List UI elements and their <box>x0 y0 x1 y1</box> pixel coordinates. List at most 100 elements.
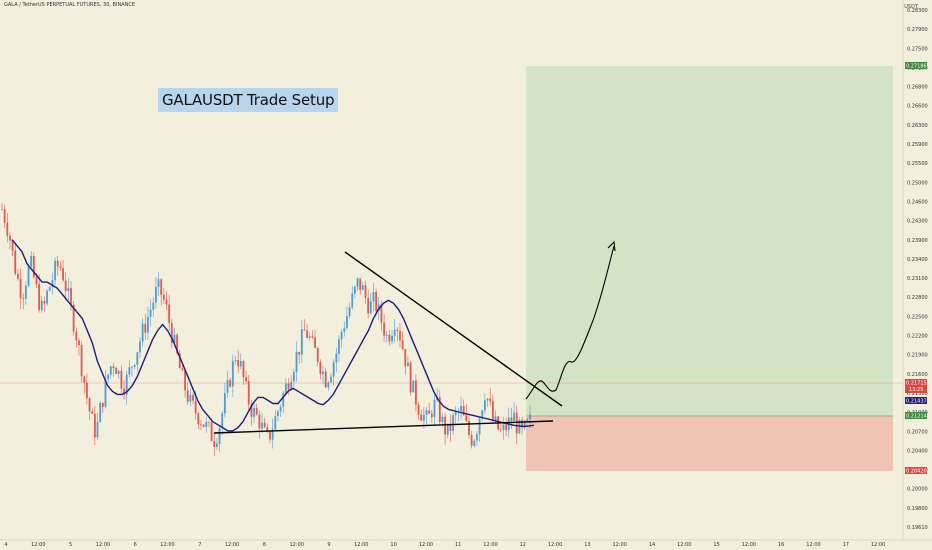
candle-body <box>324 371 327 388</box>
svg-text:0.27186: 0.27186 <box>906 64 927 70</box>
candle-body <box>468 420 470 436</box>
moving-average-badge: 0.21437 <box>905 397 927 405</box>
price-tick-label: 0.23900 <box>907 238 928 244</box>
candle-body <box>314 337 316 348</box>
time-tick-label: 12:00 <box>160 542 174 548</box>
candle-body <box>112 366 115 369</box>
candle-body <box>367 298 370 314</box>
candle-body <box>200 424 202 425</box>
candle-body <box>141 323 144 342</box>
candle-body <box>491 401 494 421</box>
candle-body <box>11 240 14 251</box>
candle-body <box>40 300 43 311</box>
svg-text:0.21715: 0.21715 <box>906 381 927 387</box>
candle-body <box>247 381 250 405</box>
candle-body <box>6 222 9 236</box>
candle-body <box>170 322 173 343</box>
candle-body <box>125 374 128 395</box>
candle-body <box>385 334 388 336</box>
candle-body <box>168 304 171 323</box>
candle-body <box>452 414 454 432</box>
candle-body <box>499 429 502 431</box>
candle-body <box>449 423 452 432</box>
candle-body <box>131 366 133 368</box>
candle-body <box>295 351 298 373</box>
candle-body <box>303 329 306 331</box>
candle-body <box>226 380 229 394</box>
candle-body <box>396 329 399 331</box>
price-tick-label: 0.20000 <box>907 487 928 493</box>
time-tick-label: 12:00 <box>806 542 820 548</box>
time-tick-label: 12:00 <box>289 542 303 548</box>
candle-body <box>70 288 72 305</box>
svg-text:0.20420: 0.20420 <box>906 469 927 475</box>
candle-body <box>202 424 205 427</box>
time-tick-label: 8 <box>263 542 266 548</box>
candle-body <box>189 394 192 402</box>
candle-body <box>290 381 293 390</box>
profit-zone[interactable] <box>526 66 893 416</box>
candle-body <box>404 348 407 367</box>
candle-body <box>266 427 269 431</box>
candle-body <box>51 280 54 288</box>
candle-body <box>361 285 364 290</box>
candle-body <box>38 284 41 311</box>
price-tick-label: 0.26300 <box>907 123 928 129</box>
svg-text:0.21214: 0.21214 <box>906 414 927 420</box>
candle-body <box>383 322 385 336</box>
candle-body <box>446 423 449 435</box>
loss-zone[interactable] <box>526 416 893 471</box>
time-tick-label: 14 <box>649 542 655 548</box>
time-tick-label: 12:00 <box>483 542 497 548</box>
candle-body <box>311 336 314 338</box>
descending-trendline[interactable] <box>344 251 563 407</box>
candle-body <box>261 422 263 429</box>
candle-body <box>460 405 462 412</box>
candle-body <box>287 383 290 390</box>
time-tick-label: 10 <box>390 542 396 548</box>
candle-body <box>428 410 431 414</box>
price-tick-label: 0.20400 <box>907 448 928 454</box>
candle-body <box>1 209 3 210</box>
candle-body <box>115 368 117 375</box>
candle-body <box>393 329 396 336</box>
candle-body <box>242 361 245 378</box>
candle-body <box>292 372 295 382</box>
candle-body <box>245 377 248 382</box>
candle-body <box>54 260 56 281</box>
candle-body <box>409 362 412 393</box>
candle-body <box>229 380 232 387</box>
candle-body <box>279 406 282 412</box>
candle-body <box>377 304 380 311</box>
candle-body <box>250 404 253 417</box>
candle-body <box>513 412 515 422</box>
time-tick-label: 12:00 <box>677 542 691 548</box>
candle-body <box>78 340 80 346</box>
trade-setup-label[interactable]: GALAUSDT Trade Setup <box>158 88 339 112</box>
candle-body <box>483 400 486 411</box>
moving-average-line <box>11 239 535 432</box>
candle-body <box>277 411 279 416</box>
entry-price-badge: 0.21214 <box>905 412 927 420</box>
support-trendline[interactable] <box>213 420 554 434</box>
price-tick-label: 0.23100 <box>907 276 928 282</box>
candle-body <box>197 413 200 425</box>
svg-text:13:25: 13:25 <box>909 387 923 393</box>
candle-body <box>515 412 518 434</box>
candle-body <box>186 390 189 402</box>
price-tick-label: 0.24300 <box>907 219 928 225</box>
candle-body <box>3 209 6 223</box>
candle-body <box>9 235 11 241</box>
time-tick-label: 12:00 <box>612 542 626 548</box>
time-tick-label: 16 <box>778 542 784 548</box>
candle-body <box>216 443 218 447</box>
candle-body <box>80 345 83 377</box>
candle-body <box>72 304 75 332</box>
candle-body <box>56 260 59 267</box>
current-price-badge: 0.21715 13:25 <box>905 379 927 393</box>
candle-body <box>173 334 176 343</box>
candle-body <box>30 255 33 267</box>
candle-body <box>526 419 529 421</box>
price-tick-label: 0.27500 <box>907 46 928 52</box>
